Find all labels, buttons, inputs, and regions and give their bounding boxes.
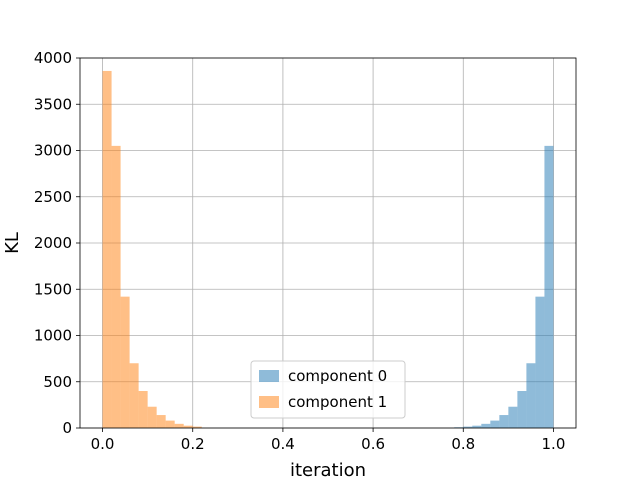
x-axis-label: iteration bbox=[290, 460, 366, 480]
legend-box bbox=[250, 360, 406, 419]
bar-series-0-bin-7 bbox=[517, 391, 527, 428]
bar-series-0-bin-4 bbox=[490, 420, 500, 428]
bar-series-1-bin-8 bbox=[174, 423, 184, 428]
bar-series-1-bin-3 bbox=[129, 363, 139, 428]
x-tick-label-0: 0.0 bbox=[91, 435, 115, 453]
x-tick-label-4: 0.8 bbox=[451, 435, 475, 453]
bar-series-1-bin-0 bbox=[102, 70, 112, 428]
y-tick-label-7: 3500 bbox=[34, 95, 72, 113]
bar-series-1-bin-1 bbox=[111, 145, 121, 428]
y-tick-label-1: 500 bbox=[43, 373, 72, 391]
y-axis-label: KL bbox=[2, 232, 23, 254]
bar-series-1-bin-10 bbox=[192, 426, 202, 428]
legend: component 0 component 1 bbox=[250, 360, 406, 419]
bar-series-0-bin-1 bbox=[463, 426, 473, 428]
bar-series-0-bin-3 bbox=[481, 423, 491, 428]
y-tick-label-6: 3000 bbox=[34, 142, 72, 160]
bar-series-0-bin-2 bbox=[472, 425, 482, 428]
x-axis-ticks: 0.0 0.2 0.4 0.6 0.8 1.0 bbox=[91, 428, 566, 453]
x-tick-label-3: 0.6 bbox=[361, 435, 385, 453]
y-tick-label-4: 2000 bbox=[34, 234, 72, 252]
legend-label-1: component 1 bbox=[288, 393, 387, 411]
bar-series-0-bin-10 bbox=[544, 145, 554, 428]
bar-series-1-bin-2 bbox=[120, 296, 130, 428]
bar-series-1-bin-5 bbox=[147, 406, 157, 428]
bar-series-1-bin-9 bbox=[183, 425, 193, 428]
y-tick-label-5: 2500 bbox=[34, 188, 72, 206]
histogram-bars bbox=[102, 70, 554, 428]
y-tick-label-2: 1000 bbox=[34, 327, 72, 345]
bar-series-1-bin-4 bbox=[138, 391, 148, 428]
bar-series-0-bin-5 bbox=[499, 415, 509, 428]
y-tick-label-8: 4000 bbox=[34, 49, 72, 67]
legend-label-0: component 0 bbox=[288, 367, 387, 385]
bar-series-1-bin-6 bbox=[156, 415, 166, 428]
bar-series-1-bin-7 bbox=[165, 420, 175, 428]
x-tick-label-5: 1.0 bbox=[542, 435, 566, 453]
legend-swatch-1 bbox=[259, 396, 279, 408]
legend-swatch-0 bbox=[259, 370, 279, 382]
y-axis-ticks: 0 500 1000 1500 2000 2500 3000 3500 4000 bbox=[34, 49, 80, 437]
x-tick-label-1: 0.2 bbox=[181, 435, 205, 453]
bar-series-0-bin-9 bbox=[535, 296, 545, 428]
bar-series-0-bin-6 bbox=[508, 406, 518, 428]
y-tick-label-3: 1500 bbox=[34, 280, 72, 298]
y-tick-label-0: 0 bbox=[62, 419, 72, 437]
x-tick-label-2: 0.4 bbox=[271, 435, 295, 453]
bar-series-0-bin-8 bbox=[526, 363, 536, 428]
